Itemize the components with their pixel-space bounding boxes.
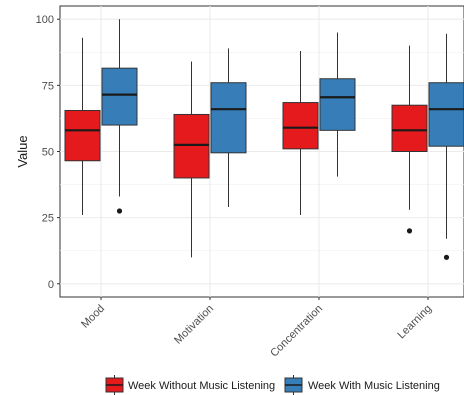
box-body	[211, 83, 246, 153]
legend: Week Without Music Listening Week With Mu…	[106, 375, 440, 395]
outlier-point	[444, 255, 449, 260]
x-tick-label: Mood	[79, 303, 107, 331]
box-3-0	[392, 46, 427, 234]
x-tick-label: Motivation	[172, 303, 216, 347]
legend-label: Week Without Music Listening	[128, 380, 275, 392]
box-1-1	[211, 48, 246, 207]
box-3-1	[429, 34, 464, 260]
outlier-point	[407, 228, 412, 233]
box-body	[429, 83, 464, 146]
y-tick-label: 75	[42, 80, 54, 92]
box-1-0	[174, 62, 209, 258]
x-tick-label: Concentration	[268, 303, 325, 360]
y-tick-label: 100	[36, 14, 54, 26]
legend-label: Week With Music Listening	[308, 380, 440, 392]
box-2-1	[320, 32, 355, 176]
legend-item-0: Week Without Music Listening	[106, 375, 275, 395]
box-plot-marks	[65, 19, 464, 260]
box-2-0	[283, 51, 318, 215]
axes: 0 25 50 75 100 Mood Motivation Concentration Lea…	[15, 14, 434, 359]
y-tick-label: 50	[42, 147, 54, 159]
x-tick-label: Learning	[395, 303, 434, 342]
box-body	[283, 103, 318, 149]
box-0-0	[65, 38, 100, 215]
y-tick-label: 25	[42, 213, 54, 225]
box-body	[392, 105, 427, 151]
box-body	[65, 110, 100, 160]
box-body	[174, 114, 209, 177]
box-body	[320, 79, 355, 131]
box-body	[102, 68, 137, 125]
outlier-point	[117, 208, 122, 213]
y-axis-title: Value	[15, 135, 30, 167]
y-tick-label: 0	[48, 279, 54, 291]
legend-item-1: Week With Music Listening	[285, 375, 440, 395]
